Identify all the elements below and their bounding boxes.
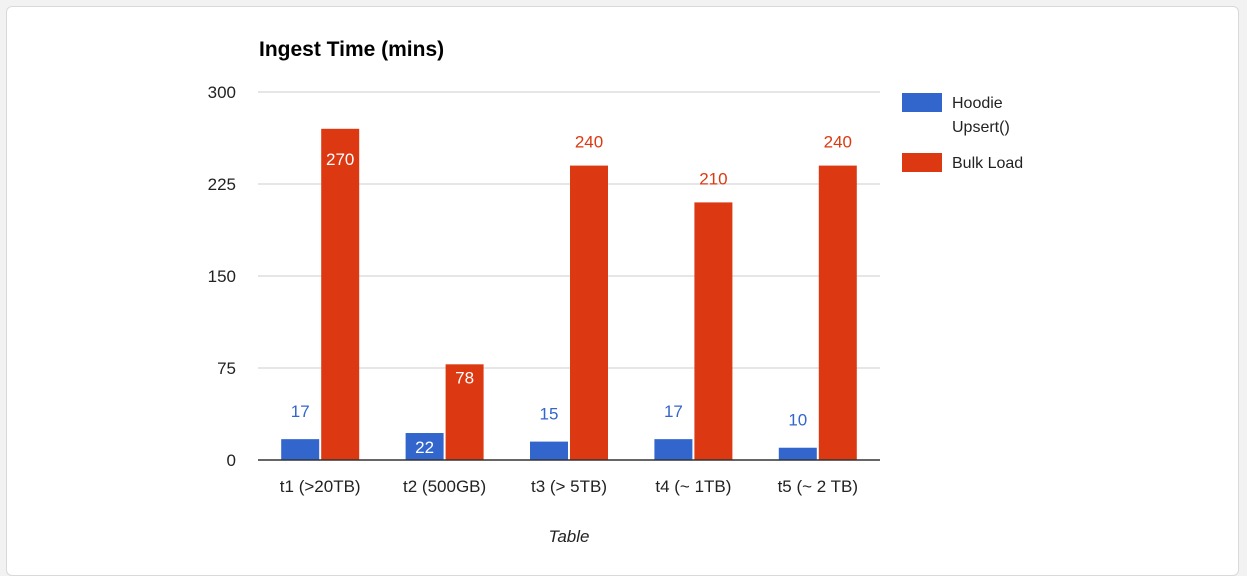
- bars: [281, 128, 857, 461]
- legend-label: Hoodie: [952, 95, 1003, 112]
- bar-bulk-load: [321, 128, 360, 461]
- legend-label: Upsert(): [952, 119, 1010, 136]
- x-tick-label: t5 (~ 2 TB): [778, 477, 858, 496]
- data-label: 15: [540, 405, 559, 424]
- x-tick-label: t3 (> 5TB): [531, 477, 607, 496]
- chart-card: [6, 6, 1239, 576]
- bar-hoodie-upsert: [405, 433, 444, 460]
- data-label: 210: [699, 169, 727, 188]
- x-axis-label: Table: [549, 527, 590, 546]
- bar-hoodie-upsert: [281, 439, 320, 460]
- bar-bulk-load: [570, 165, 608, 460]
- y-tick-label: 75: [217, 359, 236, 378]
- data-label: 17: [291, 402, 310, 421]
- data-label: 270: [326, 150, 354, 169]
- x-tick-label: t2 (500GB): [403, 477, 486, 496]
- chart-title: Ingest Time (mins): [259, 38, 444, 61]
- legend-swatch: [902, 93, 942, 112]
- y-tick-label: 300: [208, 83, 236, 102]
- data-labels: 17 270 22 78 15 240 17 210 10 240: [291, 133, 852, 457]
- legend-label: Bulk Load: [952, 155, 1023, 172]
- data-label: 240: [575, 133, 603, 152]
- data-label: 17: [664, 402, 683, 421]
- x-axis-ticks: t1 (>20TB) t2 (500GB) t3 (> 5TB) t4 (~ 1TB)…: [280, 477, 858, 496]
- data-label: 78: [455, 368, 474, 387]
- x-tick-label: t4 (~ 1TB): [655, 477, 731, 496]
- data-label: 22: [415, 438, 434, 457]
- data-label: 240: [824, 133, 852, 152]
- x-tick-label: t1 (>20TB): [280, 477, 361, 496]
- y-tick-label: 0: [227, 451, 236, 470]
- bar-bulk-load: [694, 202, 733, 460]
- data-label: 10: [788, 411, 807, 430]
- legend: Hoodie Upsert() Bulk Load: [902, 93, 1023, 172]
- legend-swatch: [902, 153, 942, 172]
- bar-bulk-load: [445, 364, 484, 460]
- bar-hoodie-upsert: [530, 441, 568, 460]
- y-tick-label: 225: [208, 175, 236, 194]
- bar-hoodie-upsert: [654, 439, 693, 460]
- bar-hoodie-upsert: [778, 447, 817, 460]
- gridlines: [258, 91, 880, 369]
- y-axis-ticks: 0 75 150 225 300: [208, 83, 236, 470]
- y-tick-label: 150: [208, 267, 236, 286]
- bar-bulk-load: [818, 165, 857, 460]
